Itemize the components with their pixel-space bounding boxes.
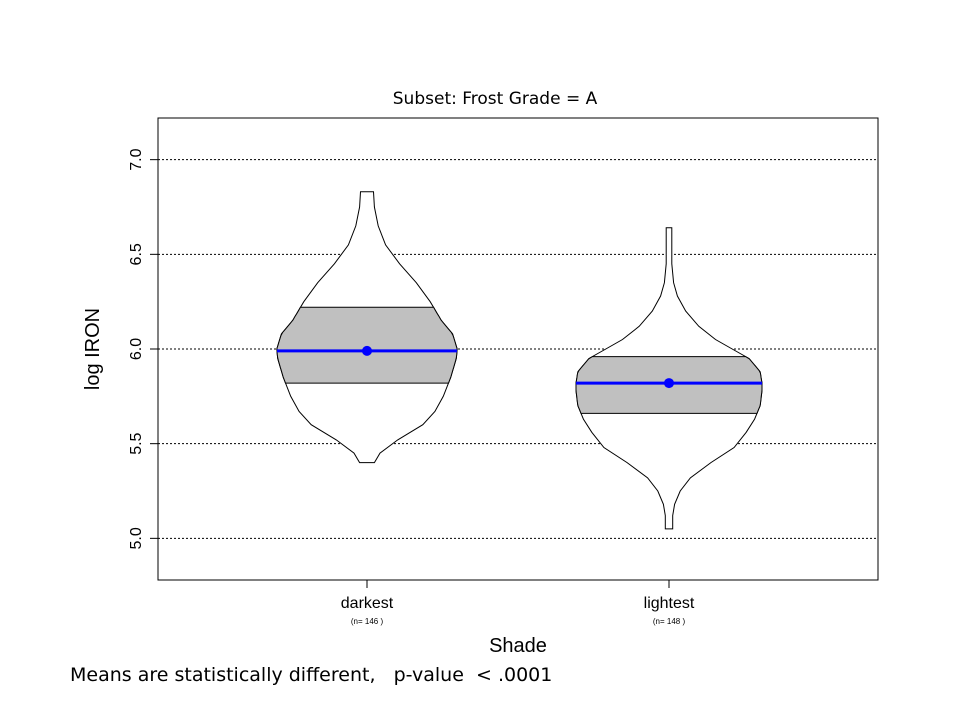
grid-lines <box>158 159 878 539</box>
sample-size-label: (n= 146 ) <box>351 617 384 626</box>
violin-lightest <box>575 227 763 530</box>
y-tick-label: 5.5 <box>128 432 145 454</box>
chart-title: Subset: Frost Grade = A <box>393 89 598 109</box>
significance-note: Means are statistically different, p-val… <box>70 664 553 686</box>
y-tick-label: 7.0 <box>128 148 145 170</box>
y-axis-label: log IRON <box>82 308 104 390</box>
y-tick-label: 6.0 <box>128 338 145 360</box>
mean-point <box>362 345 372 356</box>
x-axis: darkest (n= 146 ) lightest (n= 148 ) <box>341 580 695 626</box>
violins <box>276 191 763 530</box>
x-axis-label: Shade <box>489 635 547 657</box>
y-tick-label: 5.0 <box>128 527 145 549</box>
violin-box <box>276 306 458 384</box>
mean-point <box>664 378 674 389</box>
sample-size-label: (n= 148 ) <box>653 617 686 626</box>
y-axis: 5.0 5.5 6.0 6.5 7.0 <box>128 148 158 549</box>
x-tick-label: lightest <box>644 595 695 612</box>
violin-darkest <box>276 191 458 464</box>
x-tick-label: darkest <box>341 595 394 612</box>
y-tick-label: 6.5 <box>128 243 145 265</box>
